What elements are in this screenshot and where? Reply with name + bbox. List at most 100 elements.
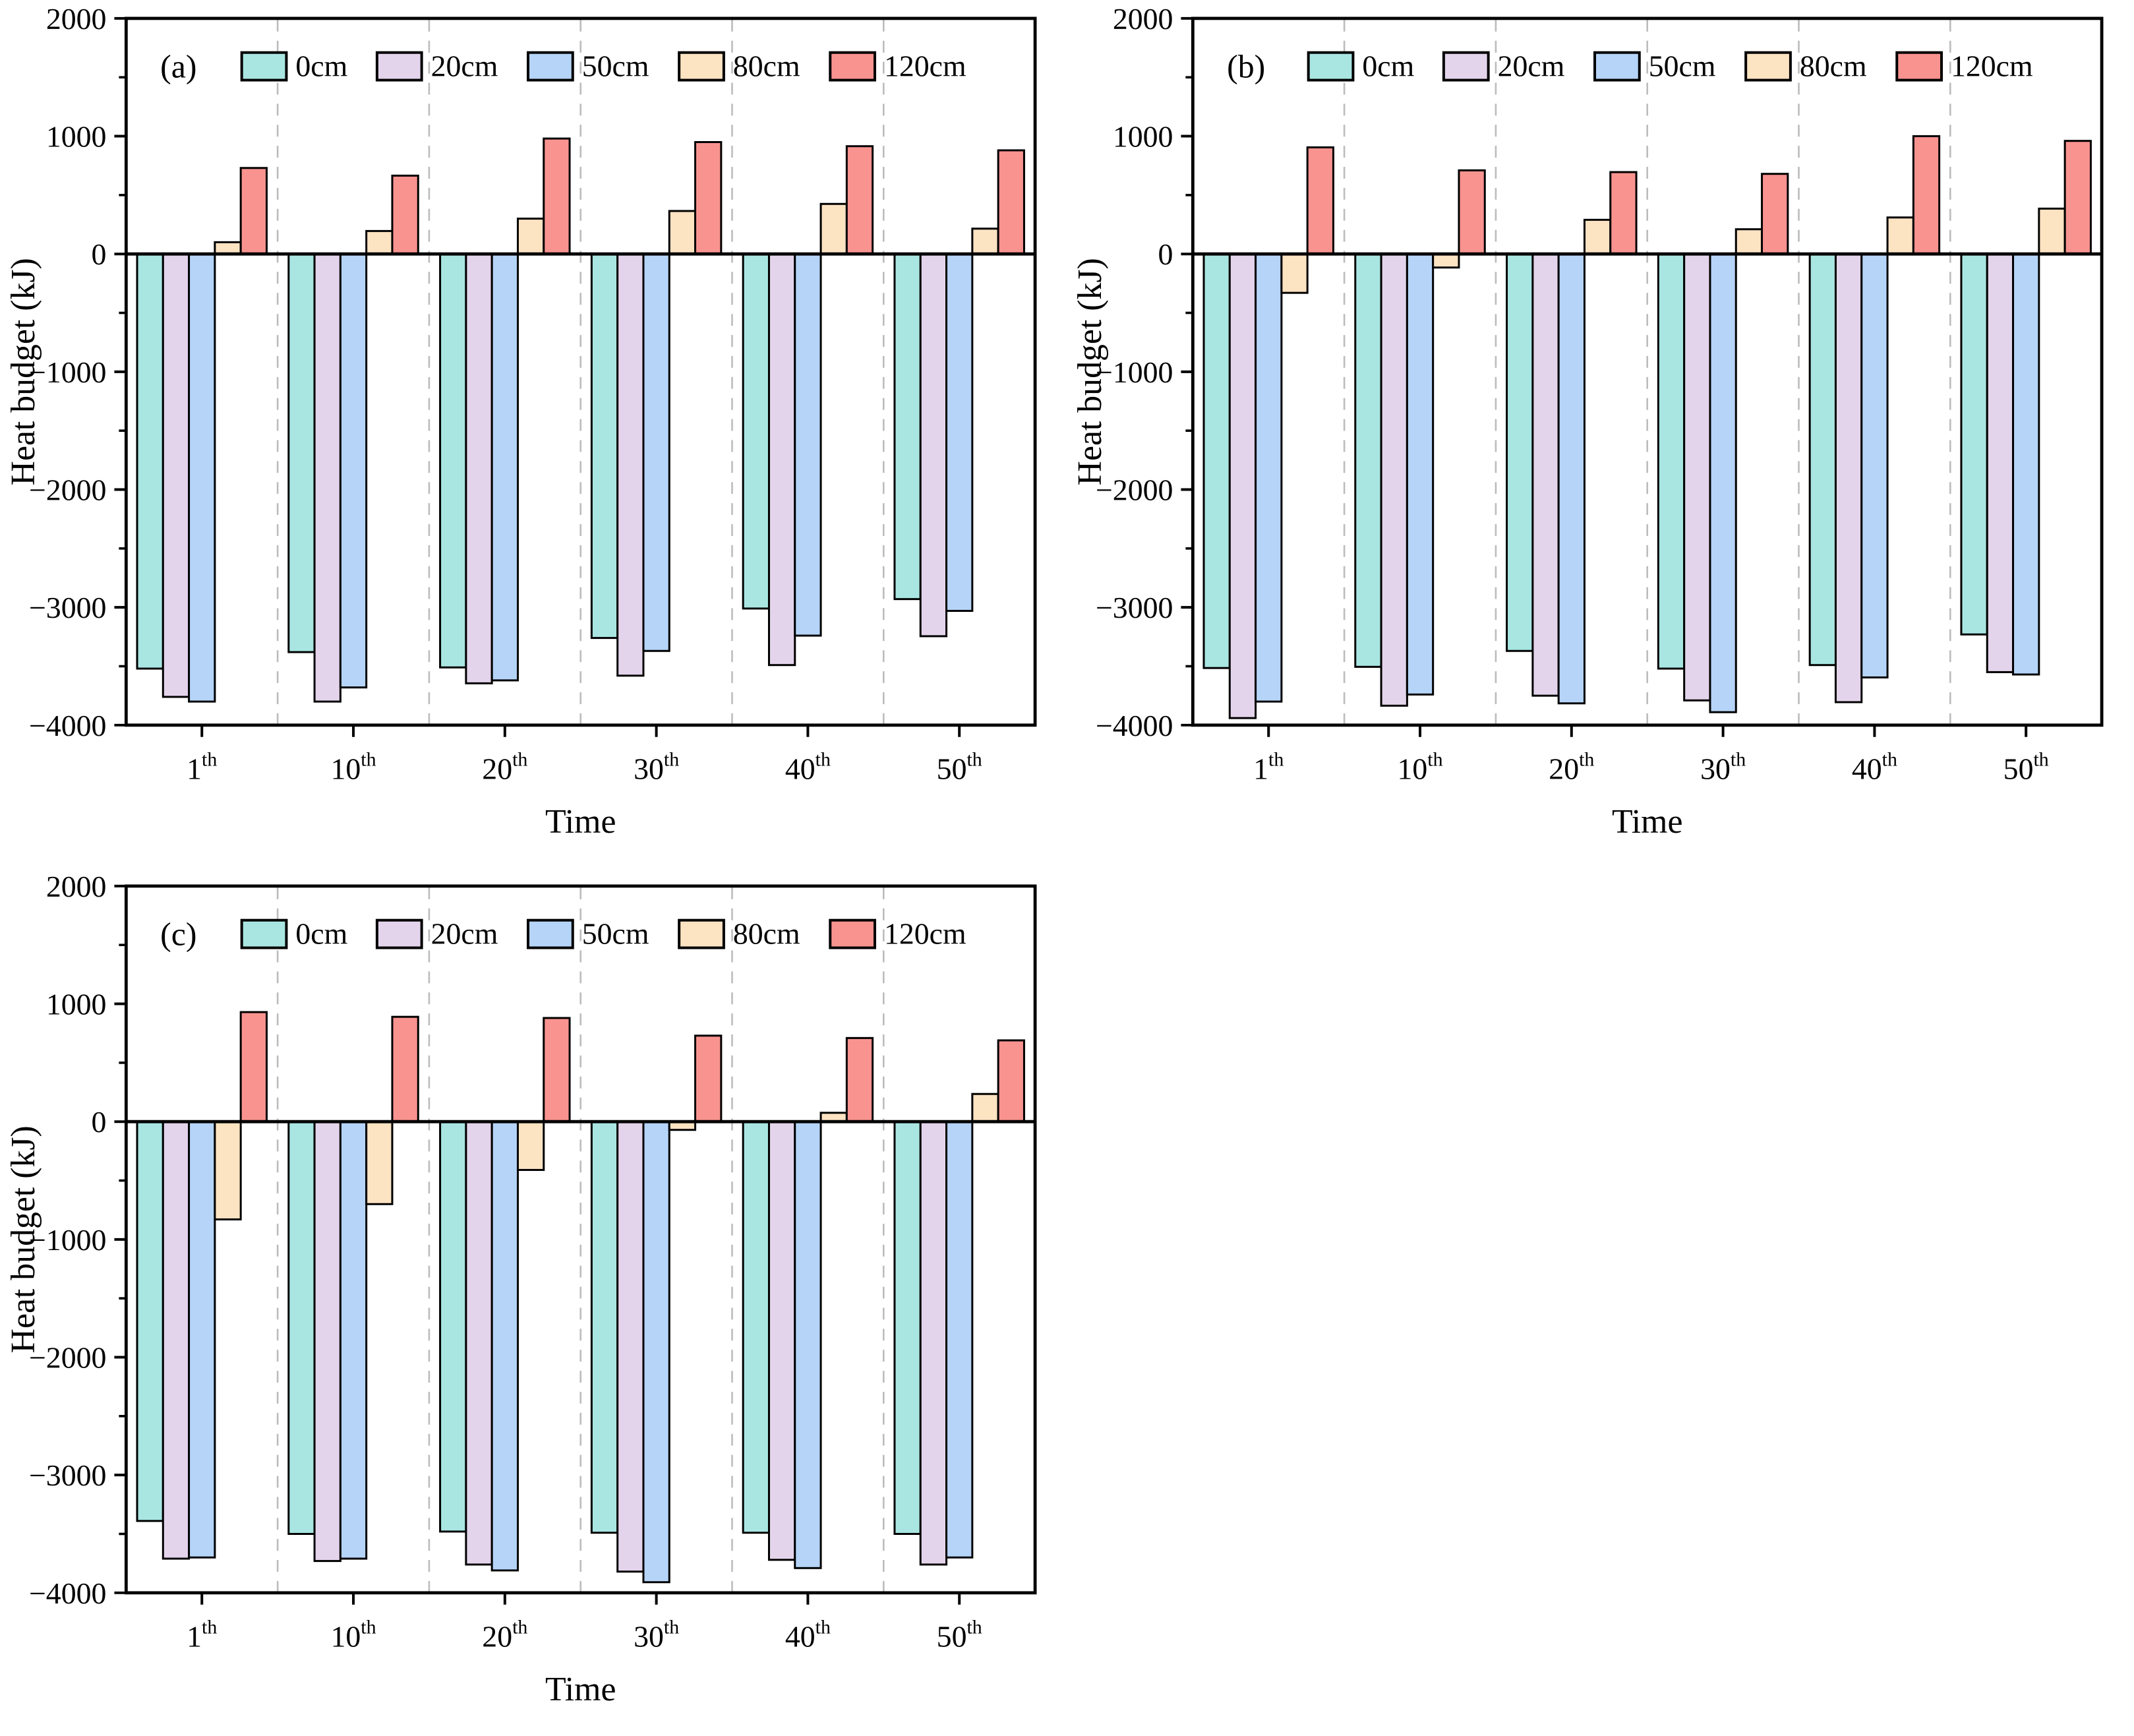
y-tick-label: 0 — [1158, 237, 1173, 271]
bar-0cm-30th — [590, 1120, 619, 1534]
bar-50cm-10th — [1406, 253, 1435, 696]
y-tick-label: −4000 — [29, 1576, 106, 1610]
panel-label: (b) — [1227, 49, 1265, 85]
bar-80cm-1th — [214, 1120, 242, 1220]
bar-50cm-30th — [642, 1120, 670, 1584]
bar-120cm-40th — [1912, 135, 1941, 255]
bar-120cm-1th — [1306, 146, 1334, 255]
y-tick-label: −2000 — [29, 1340, 106, 1374]
legend-label: 50cm — [582, 917, 649, 951]
bar-20cm-20th — [465, 1120, 493, 1566]
x-tick-label: 40th — [785, 749, 831, 786]
bar-0cm-10th — [287, 1120, 316, 1535]
legend-swatch-20cm — [375, 918, 423, 949]
bar-20cm-40th — [767, 253, 796, 667]
bar-50cm-40th — [794, 253, 822, 637]
bar-20cm-10th — [313, 1120, 341, 1563]
bar-0cm-30th — [590, 253, 619, 640]
bar-0cm-40th — [742, 1120, 770, 1534]
bar-20cm-40th — [1834, 253, 1863, 703]
bar-0cm-10th — [287, 253, 316, 653]
bar-50cm-50th — [945, 253, 974, 613]
bar-50cm-1th — [188, 253, 216, 703]
bar-80cm-10th — [1432, 253, 1460, 269]
bar-80cm-50th — [2038, 207, 2066, 255]
bar-120cm-50th — [2063, 140, 2092, 255]
bar-20cm-50th — [919, 1120, 948, 1566]
bar-120cm-10th — [391, 174, 419, 255]
plot-frame — [1191, 16, 2104, 727]
legend-label: 20cm — [431, 49, 498, 83]
y-tick-label: −4000 — [29, 709, 106, 742]
legend-swatch-80cm — [1744, 51, 1792, 82]
legend-swatch-120cm — [1895, 51, 1943, 82]
bar-20cm-50th — [919, 253, 948, 638]
bar-0cm-20th — [1506, 253, 1534, 652]
y-tick-label: 1000 — [46, 119, 107, 153]
bar-50cm-30th — [642, 253, 670, 652]
bar-80cm-20th — [516, 1120, 545, 1171]
empty-cell — [1067, 868, 2133, 1735]
bar-80cm-40th — [1886, 216, 1914, 255]
legend-label: 120cm — [1951, 49, 2033, 83]
bar-0cm-10th — [1354, 253, 1382, 668]
bar-0cm-50th — [1960, 253, 1988, 636]
bar-120cm-30th — [1761, 173, 1789, 255]
bar-120cm-20th — [1609, 171, 1638, 255]
legend-label: 80cm — [733, 49, 800, 83]
bar-120cm-10th — [1458, 169, 1486, 255]
bar-50cm-50th — [945, 1120, 974, 1559]
panel-label: (c) — [160, 916, 196, 953]
bar-50cm-10th — [339, 253, 368, 689]
bar-80cm-10th — [365, 229, 394, 255]
panel-b-cell: 2000 1000 0 −1000 −2000 −3000 −4000 1th 10th 20th… — [1067, 0, 2133, 868]
legend-label: 120cm — [884, 49, 966, 83]
bar-0cm-40th — [742, 253, 770, 610]
bar-120cm-50th — [997, 149, 1025, 255]
y-tick-label: 0 — [92, 237, 107, 271]
bar-20cm-30th — [1683, 253, 1711, 702]
legend-swatch-0cm — [1307, 51, 1355, 82]
legend-swatch-0cm — [240, 51, 288, 82]
x-axis-title: Time — [545, 803, 616, 841]
bar-0cm-40th — [1808, 253, 1837, 667]
bar-80cm-40th — [819, 202, 848, 255]
legend-swatch-20cm — [1442, 51, 1490, 82]
legend-swatch-50cm — [527, 51, 574, 82]
legend-swatch-50cm — [1593, 51, 1641, 82]
legend-label: 0cm — [1362, 49, 1414, 83]
y-tick-label: 2000 — [1113, 2, 1173, 36]
panel-c-cell: 2000 1000 0 −1000 −2000 −3000 −4000 1th 10th 20th… — [0, 868, 1067, 1735]
bar-50cm-1th — [1255, 253, 1283, 703]
y-tick-label: 0 — [92, 1105, 107, 1139]
bar-80cm-50th — [971, 227, 999, 255]
bar-0cm-30th — [1657, 253, 1686, 670]
x-axis-title: Time — [1612, 803, 1683, 841]
bar-20cm-1th — [1228, 253, 1257, 719]
y-tick-label: −4000 — [1096, 709, 1173, 742]
y-tick-label: 2000 — [46, 870, 107, 903]
y-tick-label: −3000 — [29, 1458, 106, 1492]
bar-120cm-40th — [845, 145, 874, 255]
legend-label: 50cm — [1649, 49, 1716, 83]
bar-120cm-30th — [694, 140, 723, 255]
bar-0cm-1th — [1202, 253, 1231, 669]
plot-frame — [124, 16, 1037, 727]
bar-50cm-20th — [490, 253, 519, 682]
legend-swatch-20cm — [375, 51, 423, 82]
panel-a-cell: 2000 1000 0 −1000 −2000 −3000 −4000 1th 10th 20th… — [0, 0, 1067, 868]
legend-label: 0cm — [295, 917, 347, 951]
bar-20cm-10th — [1380, 253, 1408, 707]
plot-frame — [124, 884, 1037, 1595]
legend-label: 120cm — [884, 917, 966, 951]
y-tick-label: 1000 — [46, 987, 107, 1021]
bar-20cm-40th — [767, 1120, 796, 1561]
y-tick-label: −1000 — [29, 1223, 106, 1257]
bar-20cm-30th — [616, 1120, 645, 1573]
legend-label: 80cm — [733, 917, 800, 951]
legend-swatch-80cm — [678, 918, 725, 949]
y-tick-label: 2000 — [46, 2, 107, 36]
